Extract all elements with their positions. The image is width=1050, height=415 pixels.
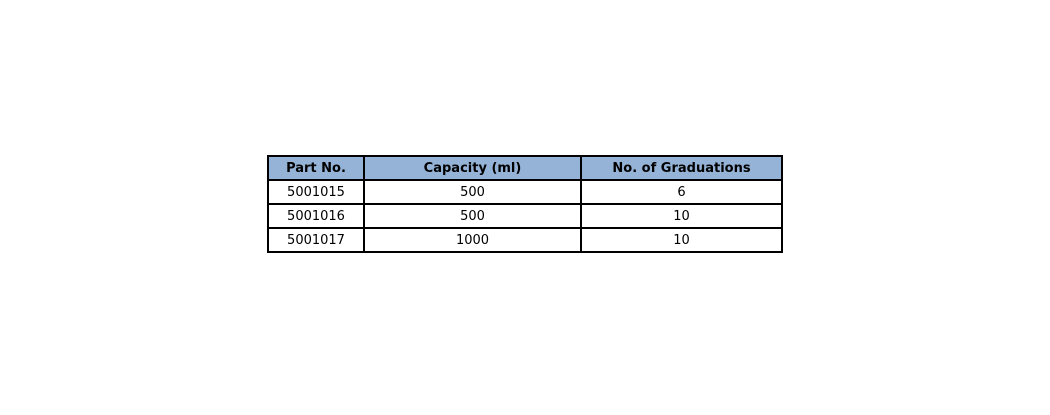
header-cell: Part No. — [267, 155, 365, 181]
header-row: Part No. Capacity (ml) No. of Graduations — [267, 155, 783, 181]
table-body: 5001015 500 6 5001016 500 10 5001017 1000 10 — [267, 179, 783, 253]
table-cell: 5001016 — [267, 203, 365, 229]
table-cell: 5001015 — [267, 179, 365, 205]
header-cell: No. of Graduations — [580, 155, 783, 181]
table-cell: 10 — [580, 227, 783, 253]
table-row: 5001015 500 6 — [267, 179, 783, 205]
table-row: 5001016 500 10 — [267, 203, 783, 229]
table-cell: 500 — [363, 179, 582, 205]
parts-table: Part No. Capacity (ml) No. of Graduations … — [267, 155, 783, 253]
header-cell: Capacity (ml) — [363, 155, 582, 181]
table-cell: 1000 — [363, 227, 582, 253]
table-cell: 6 — [580, 179, 783, 205]
table-row: 5001017 1000 10 — [267, 227, 783, 253]
table-cell: 10 — [580, 203, 783, 229]
table-cell: 5001017 — [267, 227, 365, 253]
table-cell: 500 — [363, 203, 582, 229]
